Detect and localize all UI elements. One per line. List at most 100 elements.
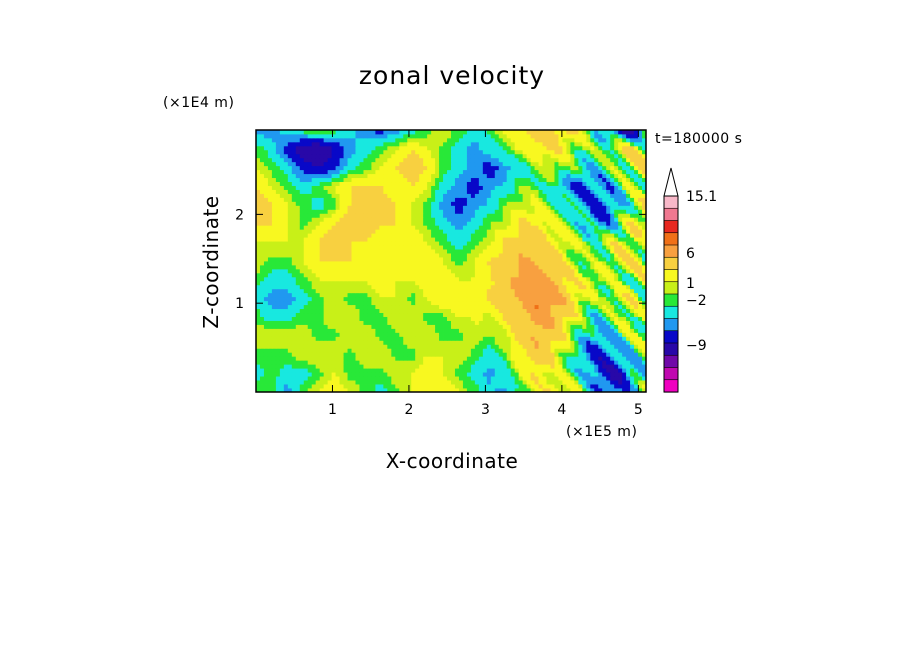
field-cell [462,201,468,206]
field-cell [474,304,480,310]
field-cell [566,264,571,270]
field-cell [462,388,468,392]
field-cell [335,380,340,385]
field-cell [634,352,639,357]
field-cell [494,368,500,373]
field-cell [554,264,559,270]
field-cell [486,312,492,317]
field-cell [538,284,543,290]
field-cell [259,292,265,298]
field-cell [558,253,563,258]
field-cell [283,261,289,266]
field-cell [331,332,336,337]
field-cell [347,300,352,306]
field-cell [279,348,285,353]
field-cell [339,332,344,337]
field-cell [638,316,643,321]
field-cell [256,225,261,230]
field-cell [498,344,504,349]
field-cell [367,316,372,321]
field-cell [395,344,400,349]
field-cell [403,261,408,266]
field-cell [514,233,520,238]
field-cell [411,205,416,210]
field-cell [590,364,595,369]
field-cell [458,237,464,242]
field-cell [590,197,595,202]
field-cell [530,308,535,314]
field-cell [419,229,424,234]
field-cell [502,360,508,365]
field-cell [506,328,512,333]
field-cell [486,193,492,198]
field-cell [395,296,400,302]
field-cell [490,312,496,317]
field-cell [566,352,571,357]
field-cell [395,308,400,314]
field-cell [351,348,356,353]
field-cell [542,268,547,274]
field-cell [518,344,524,349]
field-cell [518,253,524,258]
field-cell [490,292,496,298]
field-cell [522,364,528,369]
field-cell [510,364,516,369]
field-cell [518,257,524,262]
field-cell [431,229,436,234]
field-cell [622,229,627,234]
field-cell [558,328,563,333]
field-cell [566,320,571,325]
field-cell [275,296,281,302]
field-cell [287,209,293,214]
field-cell [518,209,524,214]
field-cell [554,276,559,282]
field-cell [415,336,420,341]
field-cell [423,380,428,385]
field-cell [399,316,404,321]
field-cell [387,189,392,194]
field-cell [570,324,575,329]
field-cell [630,197,635,202]
field-cell [339,376,344,381]
field-cell [602,197,607,202]
field-cell [630,304,635,310]
field-cell [570,241,575,246]
field-cell [283,213,289,218]
field-cell [530,225,535,230]
field-cell [259,364,265,369]
field-cell [379,332,384,337]
field-cell [470,268,476,274]
field-cell [630,352,635,357]
field-cell [490,280,496,286]
field-cell [279,312,285,317]
field-cell [383,336,388,341]
field-cell [363,316,368,321]
field-cell [323,237,329,242]
field-cell [443,352,448,357]
field-cell [474,197,480,202]
field-cell [327,268,333,274]
field-cell [419,193,424,198]
field-cell [327,284,333,290]
field-cell [403,241,408,246]
field-cell [610,253,615,258]
field-cell [482,245,488,250]
field-cell [482,229,488,234]
field-cell [415,205,420,210]
field-cell [602,356,607,361]
field-cell [323,384,329,389]
field-cell [271,245,277,250]
field-cell [550,320,555,325]
field-cell [542,288,547,294]
field-cell [618,280,623,286]
field-cell [431,253,436,258]
field-cell [470,376,476,381]
field-cell [606,241,611,246]
field-cell [590,268,595,274]
field-cell [474,300,480,306]
field-cell [562,348,567,353]
field-cell [391,312,396,317]
field-cell [351,261,356,266]
field-cell [327,201,333,206]
field-cell [299,324,305,329]
